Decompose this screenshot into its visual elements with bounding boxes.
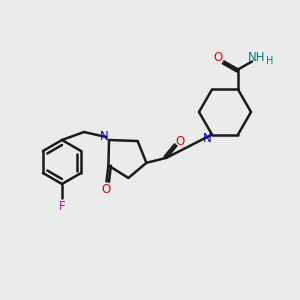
- Text: O: O: [102, 183, 111, 196]
- Text: O: O: [176, 135, 185, 148]
- Text: H: H: [266, 56, 274, 67]
- Text: NH: NH: [248, 51, 266, 64]
- Text: N: N: [202, 132, 211, 145]
- Text: F: F: [59, 200, 65, 212]
- Text: N: N: [100, 130, 108, 143]
- Text: O: O: [213, 51, 223, 64]
